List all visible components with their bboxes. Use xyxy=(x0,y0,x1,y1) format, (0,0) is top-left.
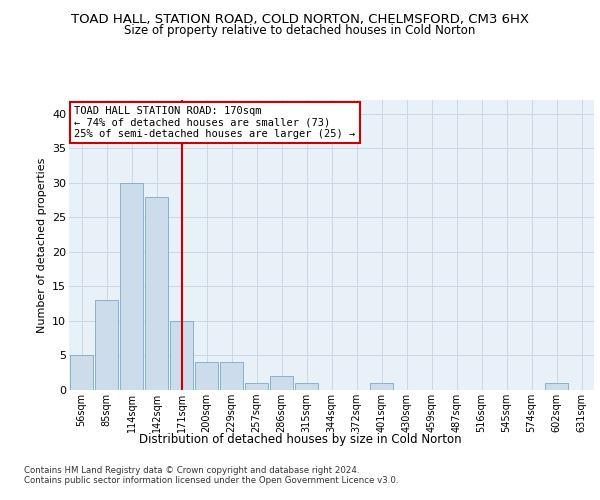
Text: Contains HM Land Registry data © Crown copyright and database right 2024.: Contains HM Land Registry data © Crown c… xyxy=(24,466,359,475)
Bar xyxy=(220,362,243,390)
Y-axis label: Number of detached properties: Number of detached properties xyxy=(37,158,47,332)
Text: Size of property relative to detached houses in Cold Norton: Size of property relative to detached ho… xyxy=(124,24,476,37)
Bar xyxy=(95,300,118,390)
Text: Contains public sector information licensed under the Open Government Licence v3: Contains public sector information licen… xyxy=(24,476,398,485)
Bar xyxy=(195,362,218,390)
Bar xyxy=(370,383,393,390)
Bar xyxy=(145,196,168,390)
Text: Distribution of detached houses by size in Cold Norton: Distribution of detached houses by size … xyxy=(139,432,461,446)
Bar xyxy=(270,376,293,390)
Text: TOAD HALL, STATION ROAD, COLD NORTON, CHELMSFORD, CM3 6HX: TOAD HALL, STATION ROAD, COLD NORTON, CH… xyxy=(71,12,529,26)
Bar xyxy=(295,383,318,390)
Bar xyxy=(545,383,568,390)
Bar xyxy=(170,321,193,390)
Bar xyxy=(70,356,93,390)
Text: TOAD HALL STATION ROAD: 170sqm
← 74% of detached houses are smaller (73)
25% of : TOAD HALL STATION ROAD: 170sqm ← 74% of … xyxy=(74,106,355,139)
Bar xyxy=(245,383,268,390)
Bar xyxy=(120,183,143,390)
